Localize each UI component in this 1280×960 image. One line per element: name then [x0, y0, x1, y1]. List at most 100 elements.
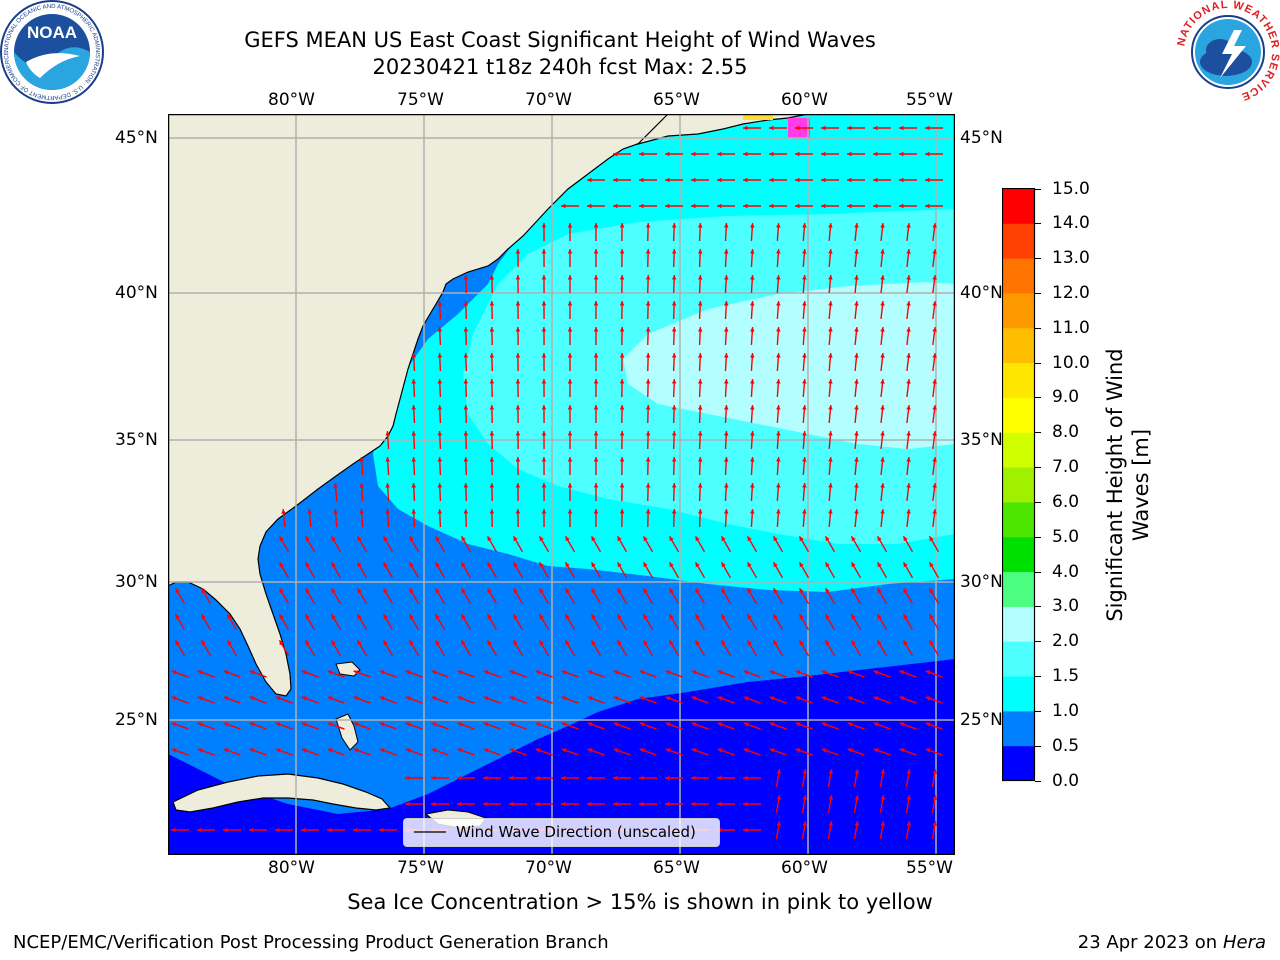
wave-direction-arrowhead: [619, 327, 625, 332]
wave-direction-arrowhead: [828, 301, 833, 306]
wave-direction-arrowhead: [645, 353, 651, 358]
wave-direction-arrowhead: [697, 431, 703, 436]
wave-direction-arrowhead: [275, 696, 281, 701]
colorbar-tick-label: 10.0: [1052, 352, 1090, 373]
wave-direction-arrowhead: [880, 821, 886, 826]
lon-label-bottom: 65°W: [653, 858, 700, 878]
wave-direction-arrowhead: [515, 249, 521, 254]
wave-direction-arrowhead: [437, 405, 443, 410]
wave-direction-arrowhead: [385, 509, 390, 514]
wave-direction-arrowhead: [463, 431, 469, 436]
wave-direction-arrowhead: [483, 748, 489, 753]
wave-direction-arrowhead: [854, 275, 859, 280]
wave-direction-arrowhead: [249, 670, 255, 675]
colorbar-swatch: [1002, 676, 1035, 712]
wave-direction-arrowhead: [279, 588, 284, 594]
wave-direction-arrowhead: [353, 722, 359, 727]
wave-direction-arrowhead: [743, 151, 748, 157]
wave-direction-arrowhead: [435, 588, 440, 594]
wave-direction-arrowhead: [431, 696, 437, 701]
wave-direction-arrowhead: [327, 748, 333, 753]
wave-direction-arrowhead: [932, 509, 937, 514]
wave-direction-arrowhead: [697, 457, 703, 462]
wave-direction-arrowhead: [723, 457, 729, 462]
wave-direction-arrowhead: [463, 275, 469, 280]
wave-direction-arrowhead: [665, 775, 670, 781]
wave-direction-arrowhead: [697, 483, 703, 488]
wave-direction-arrowhead: [671, 353, 677, 358]
wave-direction-arrowhead: [619, 379, 625, 384]
wave-direction-arrowhead: [301, 670, 307, 675]
lat-label-left: 35°N: [115, 430, 158, 450]
wave-direction-arrowhead: [821, 670, 827, 675]
wave-direction-arrowhead: [197, 827, 202, 833]
wave-direction-arrowhead: [776, 509, 781, 514]
lon-label-top: 55°W: [906, 90, 953, 110]
wave-direction-arrowhead: [854, 457, 859, 462]
wave-direction-arrowhead: [509, 801, 514, 807]
colorbar-tick-label: 0.0: [1052, 770, 1080, 791]
wave-direction-arrowhead: [489, 509, 495, 514]
wave-direction-arrowhead: [539, 614, 544, 620]
lon-label-bottom: 75°W: [397, 858, 444, 878]
wave-direction-arrowhead: [567, 353, 573, 358]
wave-direction-arrowhead: [743, 203, 748, 209]
wave-direction-arrowhead: [929, 588, 934, 594]
wave-direction-arrowhead: [802, 379, 807, 384]
wave-direction-arrowhead: [587, 696, 593, 701]
wave-direction-arrowhead: [561, 203, 566, 209]
wave-direction-arrowhead: [593, 483, 599, 488]
colorbar-tick-mark: [1035, 641, 1041, 643]
colorbar-swatch: [1002, 223, 1035, 259]
wave-direction-arrowhead: [743, 177, 748, 183]
wave-band-2-0: [623, 282, 955, 449]
wave-direction-arrowhead: [776, 223, 781, 228]
wave-direction-arrowhead: [437, 431, 443, 436]
wave-direction-arrowhead: [802, 275, 807, 280]
wave-direction-arrowhead: [743, 670, 749, 675]
wave-direction-arrowhead: [750, 223, 755, 228]
wave-direction-arrowhead: [437, 509, 443, 514]
wave-direction-arrowhead: [483, 696, 489, 701]
wave-direction-arrowhead: [854, 249, 859, 254]
wave-direction-arrowhead: [411, 457, 417, 462]
wave-direction-arrowhead: [437, 327, 443, 332]
wave-direction-arrowhead: [509, 775, 514, 781]
wave-direction-arrowhead: [717, 670, 723, 675]
wave-direction-arrowhead: [567, 379, 573, 384]
wave-direction-arrowhead: [828, 509, 833, 514]
wave-direction-arrowhead: [513, 640, 518, 646]
wave-direction-arrowhead: [461, 588, 466, 594]
wave-direction-arrowhead: [925, 177, 930, 183]
wave-direction-arrowhead: [435, 536, 440, 542]
wave-direction-arrowhead: [565, 614, 570, 620]
wave-direction-arrowhead: [643, 562, 648, 568]
wave-direction-arrowhead: [821, 151, 826, 157]
wave-direction-arrowhead: [695, 562, 700, 568]
wave-direction-arrowhead: [645, 327, 651, 332]
wave-direction-arrowhead: [591, 588, 596, 594]
wave-direction-arrowhead: [721, 588, 726, 594]
wave-direction-arrowhead: [743, 748, 749, 753]
wave-direction-arrowhead: [593, 405, 599, 410]
wave-direction-arrowhead: [535, 722, 541, 727]
wave-direction-arrowhead: [769, 125, 774, 131]
wave-direction-arrowhead: [457, 801, 462, 807]
wave-direction-arrowhead: [411, 353, 417, 358]
wave-direction-arrowhead: [695, 614, 700, 620]
wave-direction-arrowhead: [773, 614, 778, 620]
wave-direction-arrowhead: [357, 588, 362, 594]
wave-direction-arrowhead: [535, 696, 541, 701]
wave-direction-arrowhead: [171, 827, 176, 833]
wave-direction-arrowhead: [903, 614, 908, 620]
wave-direction-arrowhead: [799, 640, 804, 646]
colorbar-swatch: [1002, 536, 1035, 573]
wave-direction-arrowhead: [671, 483, 677, 488]
colorbar-swatch: [1002, 571, 1035, 607]
wave-direction-arrowhead: [409, 614, 414, 620]
wave-direction-arrowhead: [561, 748, 567, 753]
wave-direction-arrowhead: [854, 405, 859, 410]
wave-direction-arrowhead: [773, 640, 778, 646]
wave-direction-arrowhead: [750, 457, 755, 462]
wave-direction-arrowhead: [515, 275, 521, 280]
